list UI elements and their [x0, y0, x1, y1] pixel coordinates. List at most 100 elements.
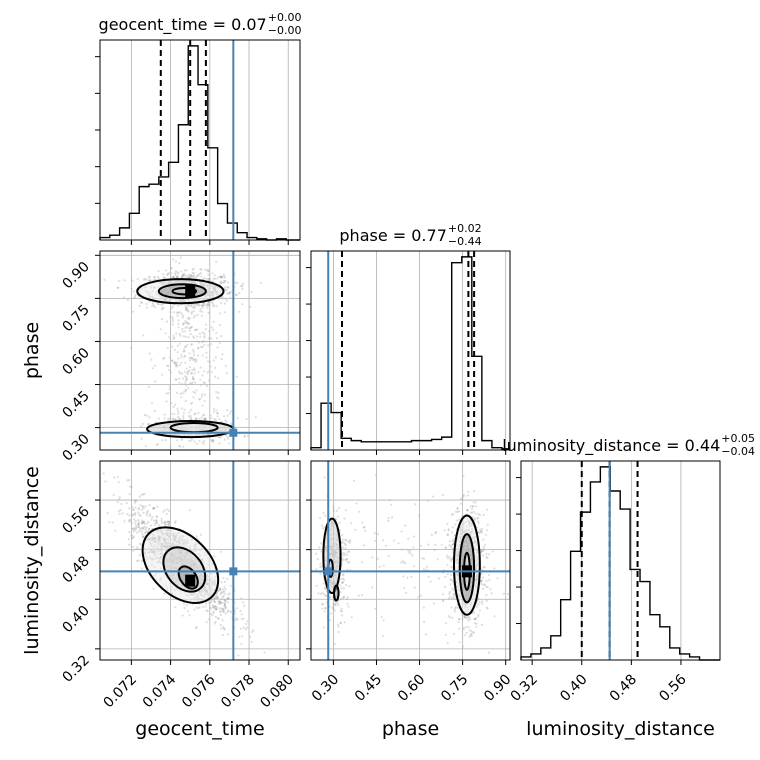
scatter-point [209, 414, 212, 417]
scatter-point [446, 563, 449, 566]
scatter-point [186, 378, 189, 381]
scatter-point [220, 420, 223, 423]
x-tick-label: 0.072 [101, 672, 141, 712]
scatter-point [128, 479, 131, 482]
scatter-point [147, 423, 150, 426]
scatter-point [141, 535, 144, 538]
scatter-point [206, 610, 209, 613]
contour-layer [136, 278, 481, 616]
scatter-point [171, 316, 174, 319]
scatter-point [472, 515, 475, 519]
scatter-point [453, 534, 456, 537]
scatter-point [188, 478, 190, 480]
scatter-point [229, 611, 233, 614]
scatter-point [223, 302, 226, 305]
scatter-point [502, 592, 505, 595]
scatter-point [192, 348, 195, 352]
scatter-point [191, 268, 194, 271]
scatter-point [434, 532, 437, 535]
scatter-point [227, 286, 230, 289]
scatter-point [211, 604, 214, 607]
scatter-point [474, 501, 477, 504]
scatter-point [458, 627, 461, 630]
scatter-point [254, 416, 257, 419]
scatter-point [453, 632, 456, 636]
scatter-point [192, 350, 195, 354]
scatter-point [185, 384, 188, 387]
scatter-point [245, 622, 248, 626]
scatter-point [452, 542, 455, 546]
scatter-point [133, 529, 136, 532]
scatter-point [147, 276, 150, 279]
scatter-point [193, 306, 196, 310]
scatter-point [454, 510, 458, 513]
scatter-point [215, 607, 218, 611]
scatter-point [235, 617, 238, 620]
scatter-point [219, 623, 222, 627]
scatter-point [214, 615, 217, 619]
truth-marker [229, 428, 238, 437]
scatter-point [176, 271, 179, 274]
scatter-point [168, 501, 170, 503]
scatter-point [192, 310, 195, 313]
scatter-point [163, 356, 166, 359]
scatter-point [210, 343, 213, 346]
scatter-point [198, 332, 201, 335]
scatter-point [203, 336, 206, 339]
scatter-point [198, 439, 201, 442]
scatter-point [475, 605, 479, 608]
scatter-point [176, 314, 179, 317]
scatter-point [321, 603, 324, 606]
scatter-point [183, 408, 186, 411]
scatter-point [417, 596, 420, 599]
scatter-point [128, 520, 131, 523]
scatter-point [482, 538, 485, 541]
scatter-point [216, 415, 219, 418]
x-tick-label: 0.60 [395, 672, 428, 705]
scatter-point [131, 310, 134, 313]
scatter-point [201, 331, 204, 334]
scatter-point [211, 272, 214, 275]
scatter-point [143, 493, 146, 496]
scatter-point [475, 622, 478, 625]
scatter-point [407, 537, 410, 540]
scatter-point [382, 564, 385, 567]
contour-line [322, 517, 342, 595]
scatter-point [178, 363, 182, 367]
scatter-point [159, 328, 162, 331]
scatter-point [482, 549, 485, 552]
scatter-point [178, 381, 181, 384]
scatter-point [354, 528, 357, 532]
scatter-point [149, 279, 152, 282]
scatter-point [126, 479, 129, 482]
scatter-point [177, 304, 180, 307]
scatter-point [481, 602, 484, 605]
scatter-point [167, 247, 169, 249]
scatter-point [456, 606, 460, 609]
scatter-point [483, 583, 486, 587]
scatter-point [193, 328, 197, 332]
y-tick-label: 0.40 [59, 603, 92, 636]
scatter-point [345, 557, 348, 561]
scatter-point [443, 529, 446, 532]
scatter-point [476, 517, 479, 520]
scatter-point [223, 580, 227, 584]
scatter-point [450, 546, 453, 549]
scatter-point [218, 600, 221, 603]
scatter-point [152, 275, 156, 279]
scatter-point [486, 508, 489, 511]
scatter-point [134, 511, 137, 514]
scatter-point [477, 520, 480, 523]
scatter-point [141, 422, 145, 425]
scatter-point [223, 438, 226, 441]
scatter-point [187, 316, 190, 319]
x-tick-label: 0.40 [557, 672, 590, 705]
scatter-point [252, 629, 255, 632]
scatter-point [352, 479, 356, 482]
scatter-point [195, 626, 198, 629]
scatter-point [390, 503, 393, 506]
scatter-point [211, 439, 215, 442]
scatter-point [176, 407, 179, 410]
scatter-point [206, 303, 209, 306]
scatter-point [450, 543, 453, 547]
